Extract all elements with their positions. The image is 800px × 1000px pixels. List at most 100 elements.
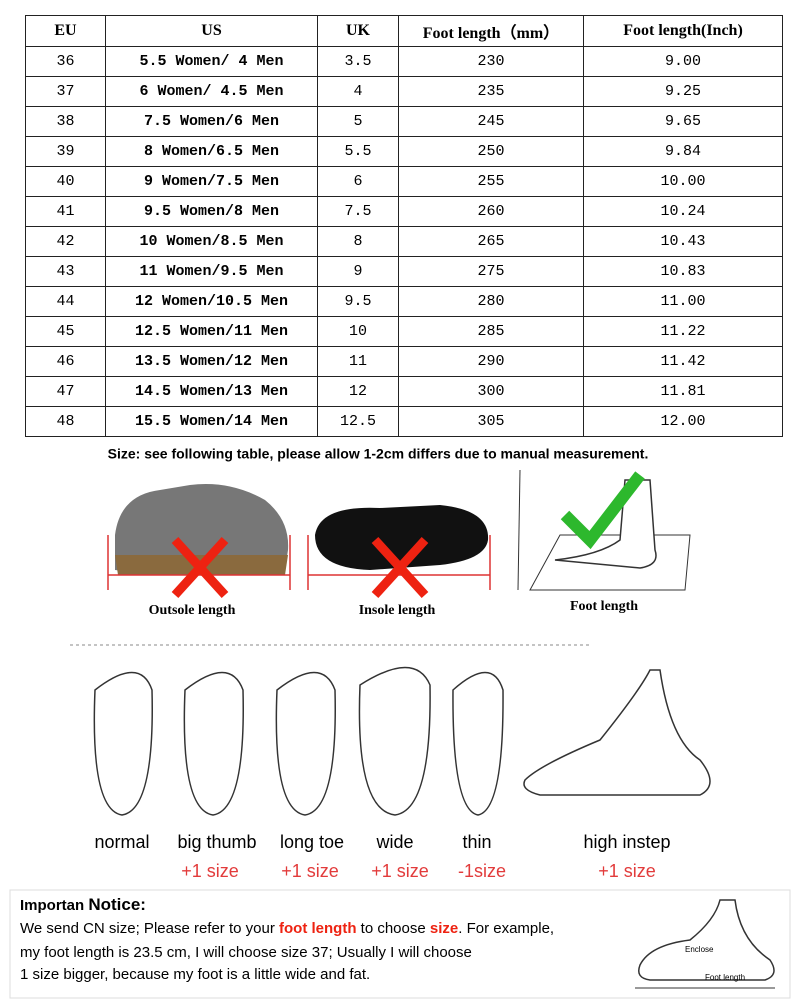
table-cell: 38 [25, 106, 106, 137]
table-cell: 9.65 [583, 106, 783, 137]
foot-length-image: Foot length [517, 469, 691, 614]
foot-type-label: normal [94, 832, 149, 852]
diagram-label: Enclose [685, 945, 714, 954]
table-row: 42 10 Women/8.5 Men 8 265 10.43 [25, 226, 783, 257]
table-cell: 10.83 [583, 256, 783, 287]
foot-type-label: high instep [583, 832, 670, 852]
table-cell: 40 [25, 166, 106, 197]
table-cell: 48 [25, 406, 106, 437]
feet [93, 666, 711, 816]
table-cell: 11.42 [583, 346, 783, 377]
table-cell: 280 [398, 286, 584, 317]
table-cell: 3.5 [317, 46, 399, 77]
header-row: EU US UK Foot length（mm） Foot length(Inch) [25, 15, 783, 47]
foot-diagram: Enclose Foot length [635, 899, 775, 989]
table-cell: 9.5 Women/8 Men [105, 196, 318, 227]
table-cell: 41 [25, 196, 106, 227]
table-cell: 10 [317, 316, 399, 347]
table-cell: 250 [398, 136, 584, 167]
size-advice: +1 size [281, 861, 339, 881]
notice-line: We send CN size; Please refer to your fo… [20, 920, 554, 937]
table-cell: 255 [398, 166, 584, 197]
notice-highlight: foot length [279, 920, 356, 937]
header-cell: EU [25, 15, 106, 47]
foot-type-label: thin [462, 832, 491, 852]
measure-label: Outsole length [149, 603, 236, 618]
header-cell: Foot length（mm） [398, 15, 584, 47]
table-cell: 11.00 [583, 286, 783, 317]
table-cell: 15.5 Women/14 Men [105, 406, 318, 437]
table-cell: 39 [25, 136, 106, 167]
table-cell: 10.00 [583, 166, 783, 197]
caption: Size: see following table, please allow … [108, 446, 649, 462]
table-row: 47 14.5 Women/13 Men 12 300 11.81 [25, 376, 783, 407]
table-cell: 300 [398, 376, 584, 407]
foot-type-label: long toe [280, 832, 344, 852]
foot-type-label: wide [375, 832, 413, 852]
table-row: 43 11 Women/9.5 Men 9 275 10.83 [25, 256, 783, 287]
table-row: 41 9.5 Women/8 Men 7.5 260 10.24 [25, 196, 783, 227]
foot-types: normal big thumb +1 size long toe +1 size wid… [94, 832, 670, 881]
notice-title: Importan Notice: [20, 895, 146, 914]
table-cell: 45 [25, 316, 106, 347]
table-cell: 260 [398, 196, 584, 227]
table-cell: 5.5 [317, 136, 399, 167]
table-cell: 230 [398, 46, 584, 77]
illustrations: Size: see following table, please allow … [9, 446, 791, 999]
table-cell: 36 [25, 46, 106, 77]
table-cell: 5.5 Women/ 4 Men [105, 46, 318, 77]
table-cell: 9.00 [583, 46, 783, 77]
table-cell: 265 [398, 226, 584, 257]
table-cell: 46 [25, 346, 106, 377]
table-cell: 37 [25, 76, 106, 107]
notice-line: my foot length is 23.5 cm, I will choose… [20, 944, 472, 961]
table-cell: 245 [398, 106, 584, 137]
table-cell: 7.5 Women/6 Men [105, 106, 318, 137]
table-row: 40 9 Women/7.5 Men 6 255 10.00 [25, 166, 783, 197]
table-cell: 11 Women/9.5 Men [105, 256, 318, 287]
table-cell: 12 Women/10.5 Men [105, 286, 318, 317]
table-cell: 12.5 Women/11 Men [105, 316, 318, 347]
size-table: EU US UK Foot length（mm） Foot length(Inch) 3… [25, 15, 783, 437]
size-advice: +1 size [598, 861, 656, 881]
table-cell: 305 [398, 406, 584, 437]
table-cell: 11.81 [583, 376, 783, 407]
table-row: 38 7.5 Women/6 Men 5 245 9.65 [25, 106, 783, 137]
notice-line: 1 size bigger, because my foot is a litt… [20, 966, 370, 983]
table-cell: 6 Women/ 4.5 Men [105, 76, 318, 107]
table-cell: 290 [398, 346, 584, 377]
measure-label: Insole length [359, 603, 436, 618]
table-cell: 13.5 Women/12 Men [105, 346, 318, 377]
size-advice: -1size [458, 861, 506, 881]
header-cell: Foot length(Inch) [583, 15, 783, 47]
notice-highlight: size [430, 920, 458, 937]
table-cell: 47 [25, 376, 106, 407]
table-cell: 235 [398, 76, 584, 107]
table-cell: 6 [317, 166, 399, 197]
table-cell: 44 [25, 286, 106, 317]
table-cell: 8 [317, 226, 399, 257]
table-row: 39 8 Women/6.5 Men 5.5 250 9.84 [25, 136, 783, 167]
table-cell: 42 [25, 226, 106, 257]
table-row: 44 12 Women/10.5 Men 9.5 280 11.00 [25, 286, 783, 317]
header-cell: UK [317, 15, 399, 47]
table-body: 36 5.5 Women/ 4 Men 3.5 230 9.00 37 6 Women/ 4… [25, 46, 783, 437]
table-cell: 9 Women/7.5 Men [105, 166, 318, 197]
table-cell: 10 Women/8.5 Men [105, 226, 318, 257]
table-cell: 9.5 [317, 286, 399, 317]
table-cell: 5 [317, 106, 399, 137]
table-cell: 12.5 [317, 406, 399, 437]
outsole-image: Outsole length [107, 484, 291, 618]
table-cell: 4 [317, 76, 399, 107]
table-cell: 10.43 [583, 226, 783, 257]
table-cell: 9 [317, 256, 399, 287]
header-cell: US [105, 15, 318, 47]
foot-type-label: big thumb [177, 832, 256, 852]
diagram-label: Foot length [705, 973, 745, 982]
notice-text: We send CN size; Please refer to your [20, 920, 279, 937]
size-advice: +1 size [181, 861, 239, 881]
insole-image: Insole length [307, 505, 491, 618]
table-cell: 275 [398, 256, 584, 287]
table-cell: 9.84 [583, 136, 783, 167]
